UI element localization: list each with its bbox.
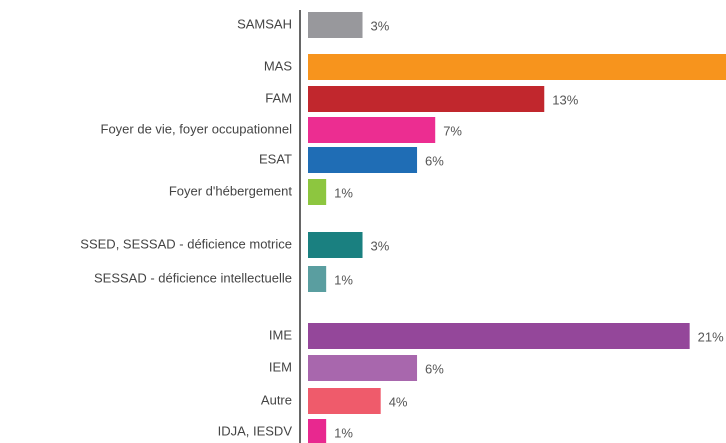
category-label: Foyer d'hébergement (169, 183, 293, 198)
bar (308, 419, 327, 443)
bar (308, 117, 436, 143)
value-label: 7% (443, 123, 462, 138)
value-label: 1% (334, 425, 353, 440)
value-label: 13% (552, 92, 578, 107)
value-label: 6% (425, 153, 444, 168)
category-label: FAM (265, 90, 292, 105)
category-label: Foyer de vie, foyer occupationnel (101, 121, 293, 136)
value-label: 4% (389, 394, 408, 409)
category-label: ESAT (259, 151, 292, 166)
bar (308, 12, 363, 38)
category-label: IDJA, IESDV (218, 423, 293, 438)
bar (308, 54, 726, 80)
bar (308, 323, 690, 349)
bar (308, 232, 363, 258)
value-label: 6% (425, 361, 444, 376)
category-label: SESSAD - déficience intellectuelle (94, 270, 292, 285)
bar (308, 388, 381, 414)
bar (308, 147, 418, 173)
bar (308, 86, 545, 112)
category-label: SSED, SESSAD - déficience motrice (80, 236, 292, 251)
bar (308, 266, 327, 292)
value-label: 1% (334, 272, 353, 287)
value-label: 3% (371, 238, 390, 253)
category-label: MAS (264, 58, 293, 73)
value-label: 3% (371, 18, 390, 33)
value-label: 21% (698, 329, 724, 344)
category-label: Autre (261, 392, 292, 407)
category-label: IME (269, 327, 292, 342)
bar (308, 179, 327, 205)
value-label: 1% (334, 185, 353, 200)
category-label: SAMSAH (237, 16, 292, 31)
category-label: IEM (269, 359, 292, 374)
bar (308, 355, 418, 381)
